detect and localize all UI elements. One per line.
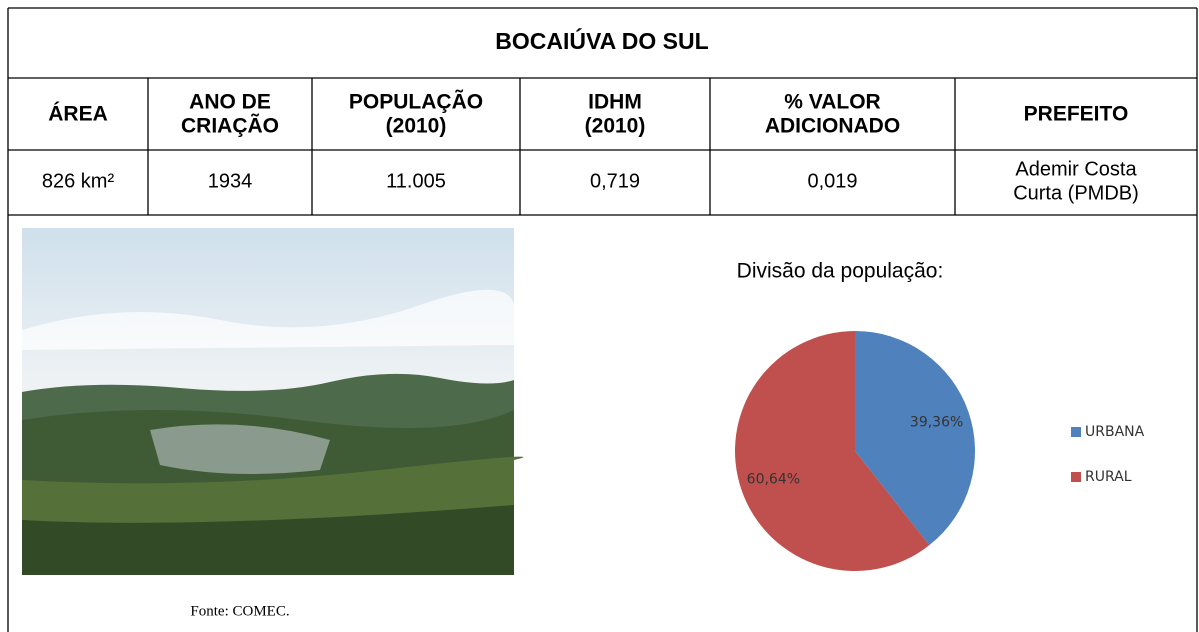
value-label: 39,36% [910,415,963,431]
header-cell: ANO DE [189,91,271,114]
data-cell: Ademir Costa [1015,158,1137,180]
photo-caption: Fonte: COMEC. [190,603,289,619]
header-cell: POPULAÇÃO [349,91,483,114]
legend-swatch [1071,427,1081,437]
data-cell: 0,719 [590,170,640,192]
header-cell: PREFEITO [1024,103,1129,126]
data-cell: 1934 [208,170,253,192]
photo [22,228,524,575]
header-cell: ADICIONADO [765,115,900,138]
data-cell: 11.005 [386,170,446,192]
legend-swatch [1071,472,1081,482]
data-cell: 826 km² [42,170,115,192]
value-label: 60,64% [747,471,800,487]
header-cell: IDHM [588,91,642,114]
pie-slice [855,331,975,546]
data-cell: 0,019 [807,170,857,192]
header-cell: (2010) [585,115,646,138]
legend-label: URBANA [1085,424,1145,440]
header-cell: ÁREA [48,103,108,126]
header-cell: CRIAÇÃO [181,115,279,138]
legend-label: RURAL [1085,469,1132,485]
table-borders [7,7,1198,632]
data-cell: Curta (PMDB) [1013,182,1139,204]
header-cell: (2010) [386,115,447,138]
pie-slice [735,331,930,571]
table-title: BOCAIÚVA DO SUL [495,27,708,54]
header-cell: % VALOR [784,91,880,114]
chart-title: Divisão da população: [737,260,944,283]
